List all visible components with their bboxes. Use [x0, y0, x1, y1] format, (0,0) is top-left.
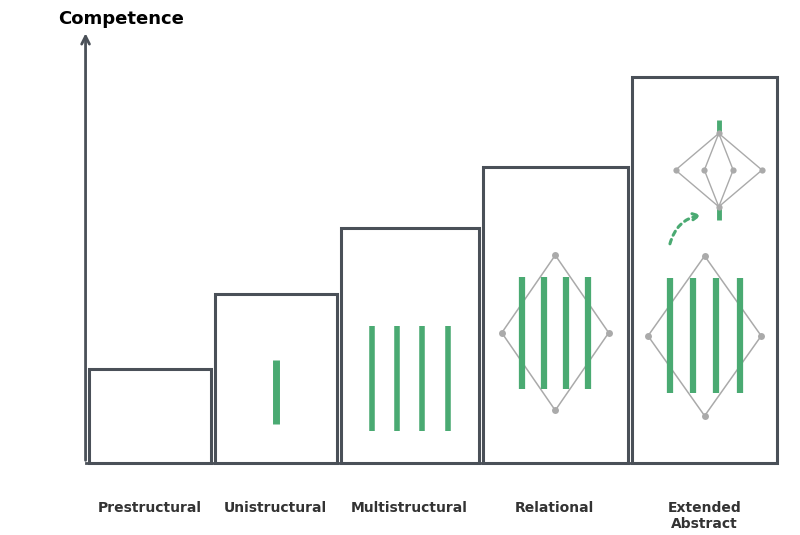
Text: Multistructural: Multistructural [351, 501, 468, 515]
Text: Competence: Competence [58, 10, 184, 28]
Bar [90, 369, 211, 463]
Text: Relational: Relational [515, 501, 594, 515]
Bar [341, 228, 478, 463]
Bar [215, 294, 337, 463]
Text: Extended
Abstract: Extended Abstract [667, 501, 741, 531]
Bar [482, 167, 628, 463]
Text: Unistructural: Unistructural [224, 501, 327, 515]
Bar [632, 78, 778, 463]
Text: Prestructural: Prestructural [98, 501, 202, 515]
